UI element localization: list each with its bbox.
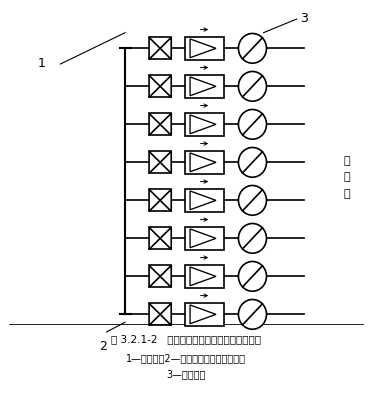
Polygon shape: [190, 267, 216, 286]
Circle shape: [238, 262, 266, 291]
Bar: [185, 37, 224, 60]
Circle shape: [238, 71, 266, 101]
Polygon shape: [190, 153, 216, 172]
Text: 接
用
户: 接 用 户: [343, 156, 350, 199]
Polygon shape: [160, 151, 171, 173]
Text: 2: 2: [99, 340, 107, 353]
Circle shape: [238, 33, 266, 63]
Circle shape: [238, 147, 266, 177]
Polygon shape: [190, 229, 216, 248]
Bar: [185, 265, 224, 288]
Polygon shape: [160, 227, 171, 249]
Bar: [185, 189, 224, 212]
Circle shape: [238, 186, 266, 215]
Polygon shape: [149, 190, 160, 211]
Polygon shape: [160, 75, 171, 97]
Polygon shape: [190, 115, 216, 134]
Bar: [185, 113, 224, 136]
Polygon shape: [160, 190, 171, 211]
Polygon shape: [190, 77, 216, 96]
Text: 1: 1: [38, 58, 46, 71]
Polygon shape: [160, 113, 171, 135]
Polygon shape: [149, 113, 160, 135]
Circle shape: [238, 110, 266, 139]
Bar: [185, 74, 224, 98]
Polygon shape: [149, 227, 160, 249]
Polygon shape: [190, 305, 216, 324]
Text: 1—进水管；2—直接作用式稳压减压阀；: 1—进水管；2—直接作用式稳压减压阀；: [126, 353, 246, 364]
Polygon shape: [160, 37, 171, 59]
Polygon shape: [149, 151, 160, 173]
Polygon shape: [149, 303, 160, 325]
Circle shape: [238, 223, 266, 253]
Bar: [185, 151, 224, 174]
Polygon shape: [149, 266, 160, 287]
Text: 图 3.2.1-2   直接作用式稳压减压阀设置示意图: 图 3.2.1-2 直接作用式稳压减压阀设置示意图: [111, 334, 261, 344]
Polygon shape: [149, 37, 160, 59]
Polygon shape: [160, 266, 171, 287]
Polygon shape: [190, 191, 216, 210]
Text: 3—分户水表: 3—分户水表: [166, 369, 206, 379]
Circle shape: [238, 299, 266, 329]
Bar: [185, 227, 224, 250]
Polygon shape: [190, 39, 216, 58]
Text: 3: 3: [301, 13, 308, 26]
Bar: [185, 303, 224, 326]
Polygon shape: [160, 303, 171, 325]
Polygon shape: [149, 75, 160, 97]
